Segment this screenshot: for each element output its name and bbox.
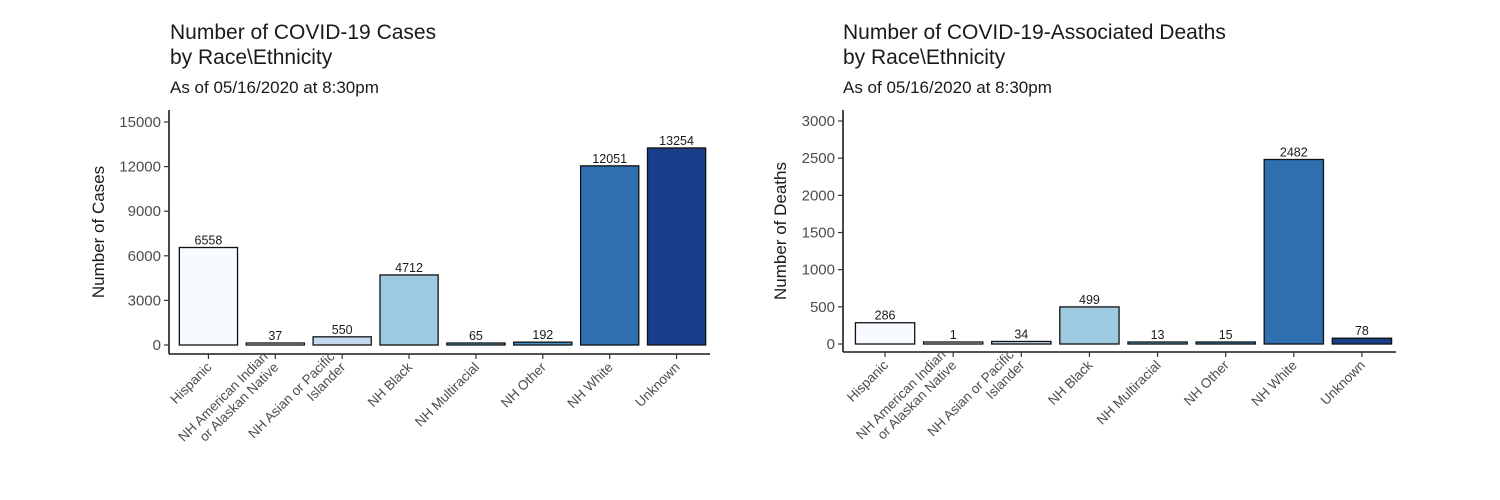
deaths-category-label: Hispanic bbox=[844, 357, 891, 404]
cases-chart-title-line2: by Race\Ethnicity bbox=[170, 46, 333, 69]
deaths-data-label: 78 bbox=[1355, 324, 1369, 338]
deaths-category-label: NH White bbox=[1248, 358, 1299, 409]
deaths-bar bbox=[991, 340, 1052, 345]
deaths-y-tick-label: 3000 bbox=[802, 113, 835, 130]
deaths-y-tick-label: 1500 bbox=[802, 225, 835, 242]
cases-y-tick-label: 0 bbox=[153, 337, 161, 354]
cases-category-label: NH Multiracial bbox=[412, 360, 482, 430]
deaths-data-label: 499 bbox=[1079, 293, 1100, 307]
deaths-y-tick-label: 2000 bbox=[802, 187, 835, 204]
deaths-bar bbox=[1263, 158, 1325, 345]
deaths-chart-subtitle: As of 05/16/2020 at 8:30pm bbox=[843, 78, 1052, 97]
cases-y-tick-label: 3000 bbox=[128, 292, 161, 309]
deaths-data-label: 13 bbox=[1151, 328, 1165, 342]
cases-category-label-line: Unknown bbox=[632, 360, 682, 410]
cases-chart-title: Number of COVID-19 Cases by Race\Ethnici… bbox=[170, 20, 436, 70]
cases-category-label-line: NH White bbox=[564, 360, 615, 411]
cases-y-tick-label: 15000 bbox=[119, 114, 161, 131]
cases-category-label: Unknown bbox=[632, 360, 682, 410]
cases-bar bbox=[446, 342, 506, 346]
deaths-chart-title-line1: Number of COVID-19-Associated Deaths bbox=[843, 21, 1226, 44]
cases-category-label: Hispanic bbox=[167, 359, 214, 406]
cases-category-label-line: NH Other bbox=[498, 359, 549, 410]
deaths-category-label-line: NH Black bbox=[1045, 357, 1096, 408]
cases-bar bbox=[245, 342, 306, 346]
cases-data-label: 4712 bbox=[395, 261, 423, 275]
deaths-category-label: NH Black bbox=[1045, 357, 1096, 408]
deaths-category-label: NH Multiracial bbox=[1094, 358, 1164, 428]
cases-y-tick-label: 9000 bbox=[128, 203, 161, 220]
deaths-chart-panel: Number of COVID-19-Associated Deaths by … bbox=[740, 0, 1500, 500]
deaths-category-label-line: NH White bbox=[1248, 358, 1299, 409]
cases-y-axis-title: Number of Cases bbox=[89, 166, 108, 298]
cases-chart-title-line1: Number of COVID-19 Cases bbox=[170, 21, 437, 44]
cases-data-label: 65 bbox=[469, 329, 483, 343]
cases-bar bbox=[178, 246, 239, 346]
deaths-data-label: 2482 bbox=[1280, 146, 1308, 160]
cases-category-label: NH White bbox=[564, 360, 615, 411]
cases-data-label: 13254 bbox=[659, 134, 694, 148]
deaths-category-label: NH American Indianor Alaskan Native bbox=[853, 347, 959, 453]
deaths-y-axis-title: Number of Deaths bbox=[771, 162, 790, 300]
cases-data-label: 6558 bbox=[195, 234, 223, 248]
cases-y-tick-label: 6000 bbox=[128, 248, 161, 265]
deaths-bar bbox=[1195, 341, 1256, 345]
deaths-bar bbox=[854, 322, 916, 345]
cases-data-label: 12051 bbox=[592, 152, 627, 166]
deaths-data-label: 286 bbox=[875, 309, 896, 323]
cases-bar-chart: 0 3000 6000 9000 12000 15000 Number of Cases 65… bbox=[89, 110, 710, 455]
deaths-bar-chart: 0 500 1000 1500 2000 2500 3000 Number of Deaths… bbox=[771, 110, 1396, 453]
deaths-y-tick-label: 2500 bbox=[802, 150, 835, 167]
deaths-bar bbox=[1331, 337, 1393, 345]
deaths-bar bbox=[1059, 306, 1120, 345]
deaths-category-label: NH Other bbox=[1181, 357, 1232, 408]
deaths-category-label-line: NH Multiracial bbox=[1094, 358, 1164, 428]
cases-data-label: 192 bbox=[532, 328, 553, 342]
deaths-chart-title: Number of COVID-19-Associated Deaths by … bbox=[843, 20, 1226, 70]
cases-category-label: NH Black bbox=[365, 359, 416, 410]
cases-bar bbox=[312, 336, 372, 346]
cases-category-label: NH Other bbox=[498, 359, 549, 410]
cases-data-label: 550 bbox=[332, 323, 353, 337]
cases-category-label: NH American Indianor Alaskan Native bbox=[175, 349, 281, 455]
deaths-chart-title-line2: by Race\Ethnicity bbox=[843, 46, 1006, 69]
cases-data-label: 37 bbox=[268, 329, 282, 343]
deaths-category-label-line: NH Other bbox=[1181, 357, 1232, 408]
cases-bar bbox=[379, 274, 439, 346]
cases-category-label-line: Hispanic bbox=[167, 359, 214, 406]
cases-chart-panel: Number of COVID-19 Cases by Race\Ethnici… bbox=[0, 0, 740, 500]
deaths-y-tick-label: 1000 bbox=[802, 262, 835, 279]
deaths-category-label-line: Unknown bbox=[1318, 358, 1368, 408]
deaths-bar bbox=[1127, 341, 1188, 345]
deaths-data-label: 34 bbox=[1014, 327, 1028, 341]
deaths-y-tick-label: 500 bbox=[810, 299, 835, 316]
cases-bar bbox=[646, 147, 707, 346]
cases-category-label-line: NH Black bbox=[365, 359, 416, 410]
deaths-category-label: Unknown bbox=[1318, 358, 1368, 408]
deaths-data-label: 1 bbox=[950, 328, 957, 342]
deaths-y-tick-label: 0 bbox=[827, 336, 835, 353]
deaths-data-label: 15 bbox=[1219, 328, 1233, 342]
cases-bar bbox=[579, 165, 640, 346]
cases-y-tick-label: 12000 bbox=[119, 159, 161, 176]
cases-bar bbox=[513, 341, 573, 346]
cases-chart-subtitle: As of 05/16/2020 at 8:30pm bbox=[170, 78, 379, 97]
deaths-category-label-line: Hispanic bbox=[844, 357, 891, 404]
deaths-bar bbox=[922, 341, 984, 345]
cases-category-label-line: NH Multiracial bbox=[412, 360, 482, 430]
